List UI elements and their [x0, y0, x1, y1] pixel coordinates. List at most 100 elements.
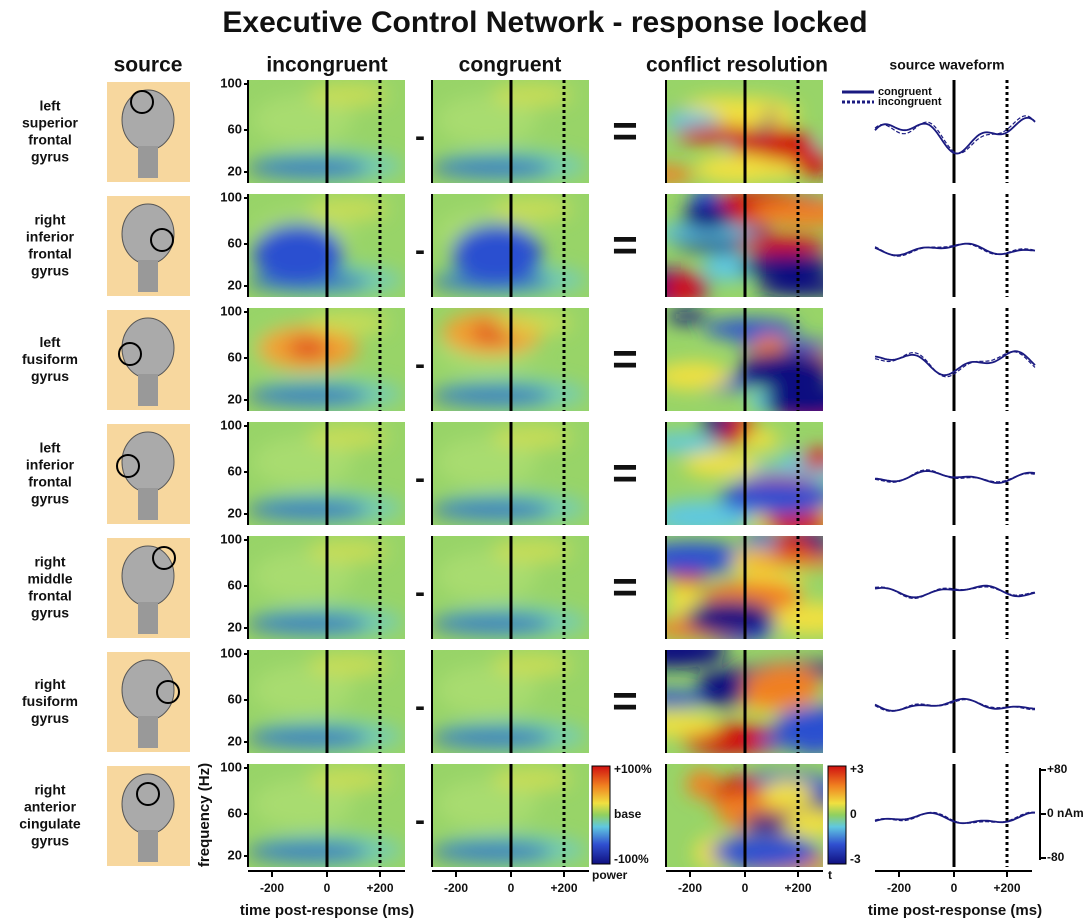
waveform [874, 586, 1036, 599]
time-tick-label: 0 [742, 881, 749, 895]
region-label-line: gyrus [31, 368, 69, 384]
heatmap [248, 650, 405, 753]
frequency-tick-label: 100 [220, 303, 242, 318]
blob [742, 429, 780, 450]
frequency-tick-label: 100 [220, 189, 242, 204]
heatmap [666, 80, 823, 183]
region-label: left superior frontal gyrus [22, 97, 79, 164]
heatmap-blobs [666, 309, 823, 411]
blob [683, 203, 733, 231]
region-label-line: inferior [26, 456, 75, 472]
blob [308, 539, 388, 563]
blob [694, 154, 782, 183]
colorbar-name: power [592, 868, 628, 882]
brain [121, 203, 175, 265]
region-label: right middle frontal gyrus [27, 553, 72, 620]
axis-label: time post-response (ms) [240, 902, 414, 919]
time-tick-label: -200 [678, 881, 702, 895]
waveform [874, 243, 1036, 257]
blob [308, 311, 388, 335]
heatmap-blobs [686, 770, 823, 867]
blob [760, 780, 814, 810]
amplitude-label: -80 [1047, 850, 1065, 864]
blob [666, 165, 695, 183]
frequency-tick-label: 60 [228, 235, 242, 250]
region-label-line: superior [22, 114, 79, 130]
region-label-line: right [34, 676, 65, 692]
amplitude-label: +80 [1047, 762, 1068, 776]
region-label-line: gyrus [31, 604, 69, 620]
region-label-line: gyrus [31, 262, 69, 278]
neck [138, 374, 158, 406]
frequency-tick-label: 60 [228, 691, 242, 706]
blob [675, 125, 761, 145]
frequency-tick-label: 20 [228, 277, 242, 292]
waveform [874, 697, 1036, 712]
region-label-line: fusiform [22, 351, 78, 367]
time-tick-label: +200 [784, 881, 811, 895]
heatmap [248, 194, 405, 297]
brain [121, 545, 175, 607]
blob [308, 653, 388, 677]
title: Executive Control Network - response loc… [222, 6, 867, 39]
operator: = [612, 677, 638, 726]
heatmap [666, 422, 823, 525]
region-label-line: cingulate [19, 815, 81, 831]
region-label-line: inferior [26, 228, 75, 244]
blob [800, 448, 823, 470]
blob [737, 553, 823, 568]
heatmap-blobs [666, 194, 823, 297]
neck [138, 602, 158, 634]
heatmap [248, 536, 405, 639]
source-marker [136, 782, 160, 806]
operator: - [415, 120, 425, 153]
operator: - [415, 462, 425, 495]
frequency-tick-label: 60 [228, 577, 242, 592]
column-header: congruent [459, 54, 562, 77]
blob [701, 252, 755, 282]
heatmap [248, 764, 405, 867]
heatmap [666, 308, 823, 411]
brain [121, 659, 175, 721]
waveform [874, 351, 1036, 378]
operator: - [415, 576, 425, 609]
time-tick-label: 0 [324, 881, 331, 895]
blob [253, 224, 343, 284]
blob [736, 235, 823, 254]
blob [667, 309, 708, 324]
blob [492, 425, 572, 449]
brain [121, 89, 175, 151]
heatmap [432, 536, 589, 639]
operator: = [612, 449, 638, 498]
time-tick-label: -200 [887, 881, 911, 895]
region-label-line: left [40, 97, 61, 113]
frequency-tick-label: 100 [220, 531, 242, 546]
source-marker [150, 228, 174, 252]
column-header: source waveform [889, 57, 1004, 73]
brain [121, 317, 175, 379]
heatmap [666, 650, 823, 753]
frequency-tick-label: 60 [228, 349, 242, 364]
blob [764, 382, 823, 411]
waveform [874, 469, 1036, 483]
colorbar-label: base [614, 807, 642, 821]
blob [308, 425, 388, 449]
colorbar-name: t [828, 868, 832, 882]
region-label-line: gyrus [31, 832, 69, 848]
axis-label: frequency (Hz) [196, 763, 213, 867]
source-marker [116, 454, 140, 478]
heatmap [248, 422, 405, 525]
blob [492, 767, 572, 791]
operator: = [612, 107, 638, 156]
frequency-tick-label: 60 [228, 463, 242, 478]
region-label: right anterior cingulate gyrus [19, 781, 81, 848]
blob [739, 253, 823, 280]
source-marker [152, 546, 176, 570]
heatmap [432, 650, 589, 753]
colorbar-label: +3 [850, 762, 864, 776]
frequency-tick-label: 100 [220, 645, 242, 660]
blob [666, 542, 751, 574]
blob [743, 813, 789, 832]
amplitude-label: 0 nAm [1047, 806, 1084, 820]
blob [308, 197, 388, 221]
